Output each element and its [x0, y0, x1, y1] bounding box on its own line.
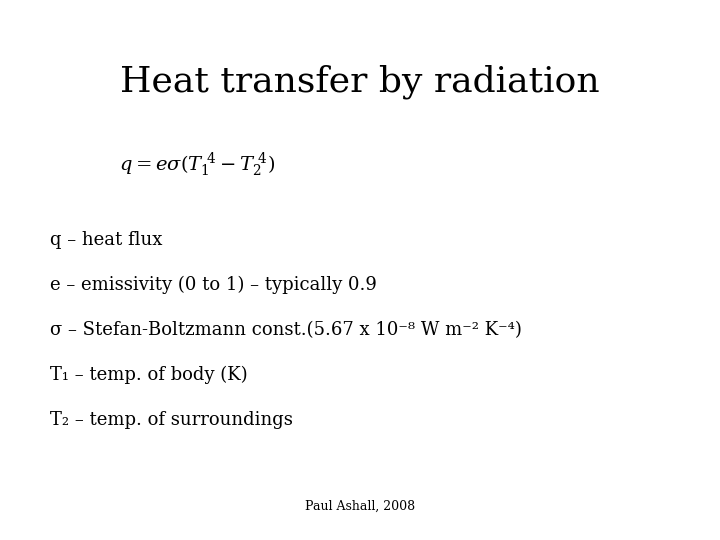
Text: T₂ – temp. of surroundings: T₂ – temp. of surroundings: [50, 410, 293, 429]
Text: σ – Stefan-Boltzmann const.(5.67 x 10⁻⁸ W m⁻² K⁻⁴): σ – Stefan-Boltzmann const.(5.67 x 10⁻⁸ …: [50, 321, 522, 339]
Text: $q = e\sigma(T_1^{\ 4} - T_2^{\ 4})$: $q = e\sigma(T_1^{\ 4} - T_2^{\ 4})$: [119, 151, 275, 179]
Text: Heat transfer by radiation: Heat transfer by radiation: [120, 65, 600, 99]
Text: e – emissivity (0 to 1) – typically 0.9: e – emissivity (0 to 1) – typically 0.9: [50, 276, 377, 294]
Text: Paul Ashall, 2008: Paul Ashall, 2008: [305, 500, 415, 513]
Text: q – heat flux: q – heat flux: [50, 231, 163, 249]
Text: T₁ – temp. of body (K): T₁ – temp. of body (K): [50, 366, 248, 384]
